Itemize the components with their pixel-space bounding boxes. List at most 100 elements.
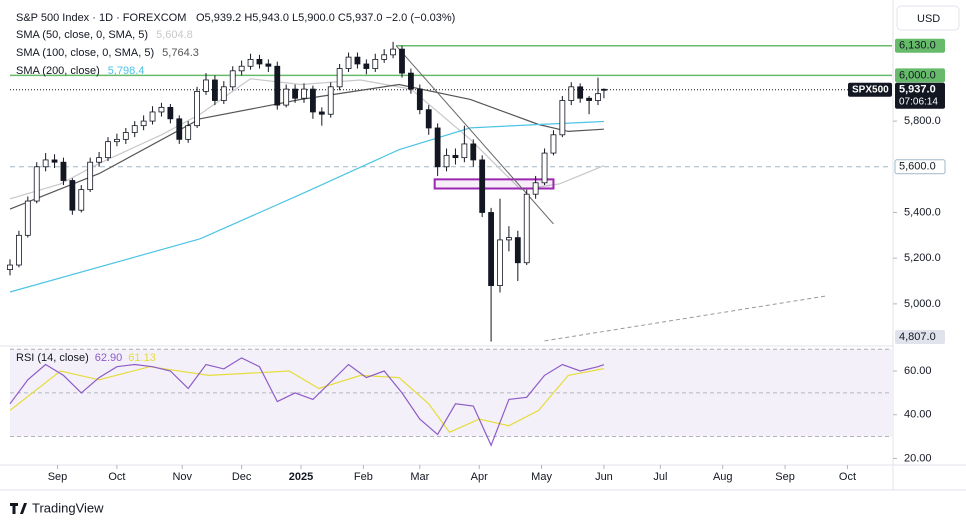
candle-body [265,63,272,67]
candle-body [577,86,584,99]
candle-body [336,68,343,88]
candle-body [87,161,94,191]
candle-body [149,111,156,122]
candle-body [203,79,209,92]
candle-body [372,59,379,69]
candle-body [51,159,58,163]
candle-body [568,86,575,101]
x-tick-label: Jul [653,471,667,483]
x-tick-label: Dec [232,471,252,483]
candle-body [443,154,450,168]
level-label: 6,130.0 [899,40,936,52]
candle-body [24,200,31,236]
candle-body [497,239,503,286]
rsi-legend-ma: 61.13 [128,352,156,364]
logo-mark [10,503,27,514]
legend-entry: SMA (50, close, 0, SMA, 5) [16,29,148,41]
candle-body [256,59,263,65]
candle-body [506,237,512,241]
currency-button[interactable] [896,5,960,31]
sma-line [9,83,604,210]
level-label: 5,937.0 [899,84,936,96]
candle-body [559,100,566,136]
candle-body [283,88,290,106]
x-tick-label: 2025 [289,471,313,483]
x-tick-label: Jun [595,471,613,483]
level-label-box [894,159,946,175]
candle-body [550,134,557,154]
x-tick-label: Sep [775,471,795,483]
candle-body [601,88,607,91]
candle-body [461,143,468,159]
candle-body [327,86,334,115]
candle-body [105,141,111,159]
level-label-box [895,68,945,83]
symbol-label: SPX500 [852,84,889,95]
candle-body [514,237,521,264]
candle-body [416,88,423,111]
candle-body [33,166,40,202]
candle-body [354,56,361,65]
candle-body [408,72,414,90]
candle-body [185,125,192,140]
candle-body [292,88,298,99]
candle-body [470,143,477,161]
candle-body [541,152,548,184]
candle-body [114,138,120,143]
ohlc: O5,939.2 H5,943.0 L5,900.0 C5,937.0 −2.0… [196,12,455,24]
candle-body [479,159,486,213]
x-tick-label: Aug [713,471,733,483]
candle-body [345,56,352,69]
chart-title: S&P 500 Index · 1D · FOREXCOM [16,12,186,24]
candle-body [140,120,147,127]
candle-body [586,97,592,101]
legend-value: 5,764.3 [162,47,199,59]
currency[interactable]: USD [917,13,940,25]
candle-body [363,63,370,69]
candle-body [131,125,138,133]
x-tick-label: Sep [48,471,68,483]
candle-body [7,264,13,271]
y-tick-label: 5,200.0 [904,252,941,264]
candle-body [310,88,316,113]
candle-body [78,189,85,211]
legend-value: 5,604.8 [156,29,193,41]
candle-body [523,193,530,264]
x-tick-label: Oct [108,471,125,483]
candle-body [60,161,67,181]
legend-entry: SMA (200, close) [16,65,100,77]
rsi-legend: RSI (14, close) [16,352,89,364]
level-label: 5,600.0 [899,161,936,173]
brand-logo: TradingView [10,500,104,515]
candle-body [318,111,325,115]
brand: TradingView [32,500,104,515]
y-tick-label: 5,400.0 [904,206,941,218]
candle-body [176,118,183,140]
x-tick-label: Mar [410,471,429,483]
candle-body [96,157,102,163]
candle-body [42,159,49,168]
sma-line [9,120,604,293]
rsi-legend-value: 62.90 [95,352,123,364]
candle-body [425,109,432,129]
candle-body [381,54,388,60]
candle-body [212,79,218,101]
candle-body [434,127,441,168]
candle-body [158,106,165,113]
candle-body [167,106,174,120]
candle-body [220,86,227,101]
legend-value: 5,798.4 [108,65,145,77]
rsi-y-tick-label: 60.00 [904,365,932,377]
y-tick-label: 5,000.0 [904,298,941,310]
x-tick-label: Feb [354,471,373,483]
candle-body [488,212,494,286]
level-label: 4,807.0 [899,331,936,343]
candle-body [16,234,22,266]
countdown: 07:06:14 [899,96,938,107]
candle-body [301,88,307,99]
x-tick-label: May [531,471,552,483]
candle-body [238,65,245,72]
x-tick-label: Oct [839,471,856,483]
